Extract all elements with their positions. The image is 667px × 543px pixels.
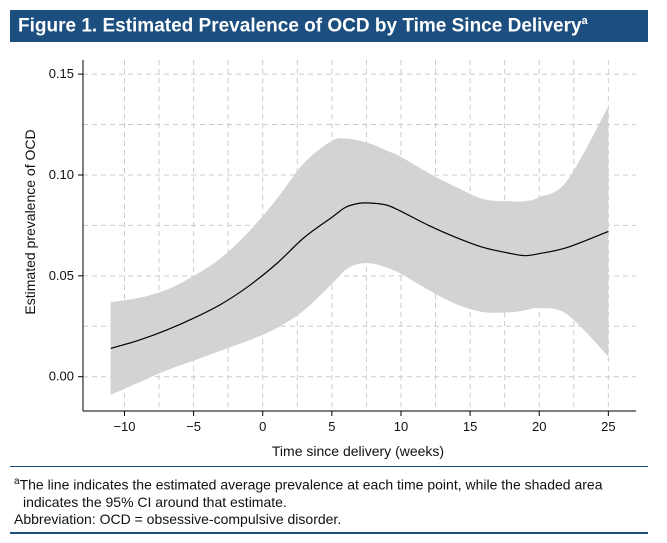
y-tick-label: 0.05 <box>49 268 74 283</box>
figure-title-bar: Figure 1. Estimated Prevalence of OCD by… <box>10 10 648 42</box>
x-axis-ticks: −10 −5 0 5 10 15 20 25 <box>113 411 616 434</box>
x-tick-label: 10 <box>394 419 408 434</box>
y-axis-label: Estimated prevalence of OCD <box>22 129 38 314</box>
footnote-superscript: a <box>14 476 20 487</box>
y-tick-label: 0.15 <box>49 66 74 81</box>
footnote-line-2: indicates the 95% CI around that estimat… <box>23 493 287 510</box>
footnote-divider <box>10 466 648 467</box>
confidence-band <box>110 106 609 395</box>
x-tick-label: 20 <box>532 419 546 434</box>
figure-title: Figure 1. Estimated Prevalence of OCD by… <box>18 15 582 37</box>
y-tick-label: 0.00 <box>49 369 74 384</box>
footnote-abbreviation: Abbreviation: OCD = obsessive-compulsive… <box>14 510 342 527</box>
x-tick-label: 15 <box>463 419 477 434</box>
x-tick-label: 25 <box>601 419 615 434</box>
x-axis-label: Time since delivery (weeks) <box>272 443 444 459</box>
footnote-text-1: The line indicates the estimated average… <box>19 476 603 493</box>
footnote-line-1: aThe line indicates the estimated averag… <box>14 473 639 494</box>
x-tick-label: −10 <box>113 419 135 434</box>
estimate-line <box>110 202 609 350</box>
x-tick-label: 0 <box>259 419 266 434</box>
footnote: aThe line indicates the estimated averag… <box>14 473 639 528</box>
x-tick-label: 5 <box>328 419 335 434</box>
bottom-border <box>10 532 648 534</box>
chart: −10 −5 0 5 10 15 20 25 0.00 0.05 0.10 0.15 Time si… <box>22 60 636 459</box>
y-tick-label: 0.10 <box>49 167 74 182</box>
y-axis-ticks: 0.00 0.05 0.10 0.15 <box>49 66 83 384</box>
figure-title-superscript: a <box>581 15 588 27</box>
x-tick-label: −5 <box>186 419 201 434</box>
